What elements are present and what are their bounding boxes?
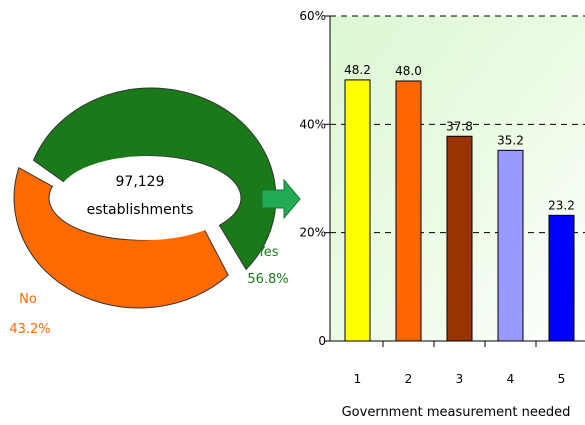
slice-label-no: No [19, 292, 37, 307]
bar-value-label: 48.0 [395, 64, 422, 78]
bar-value-label: 48.2 [344, 63, 371, 77]
x-tick-label: 2 [405, 372, 413, 386]
y-tick-label: 40% [299, 117, 326, 131]
bar-5 [548, 214, 575, 342]
y-tick-label: 0 [318, 334, 326, 348]
donut-slice-no [13, 166, 229, 309]
y-tick-label: 20% [299, 226, 326, 240]
slice-label-yes: Yes [257, 245, 279, 260]
bar-1 [344, 79, 371, 342]
donut-center-caption: establishments [87, 202, 194, 218]
bar-chart: 0 20% 40% 60% 48.2 1 48.0 2 37.8 3 35.2 4 23.2 5 Gov… [299, 9, 585, 420]
bar-4 [497, 149, 524, 342]
donut-hole [57, 156, 237, 240]
x-axis-title: Government measurement needed [342, 405, 571, 420]
bar-3 [446, 135, 473, 342]
bar-value-label: 35.2 [497, 133, 524, 147]
bar-value-label: 37.8 [446, 119, 473, 133]
donut-center-count: 97,129 [116, 174, 165, 190]
bar-value-label: 23.2 [548, 198, 575, 212]
x-tick-label: 1 [354, 372, 362, 386]
x-tick-label: 4 [507, 372, 515, 386]
right-arrow-icon [261, 178, 301, 220]
x-tick-label: 3 [456, 372, 464, 386]
y-tick-label: 60% [299, 9, 326, 23]
slice-value-no: 43.2% [9, 322, 50, 337]
x-tick-label: 5 [558, 372, 566, 386]
slice-value-yes: 56.8% [247, 272, 288, 287]
bar-2 [395, 80, 422, 342]
donut-chart: 97,129 establishments Yes 56.8% No 43.2% [9, 87, 289, 337]
